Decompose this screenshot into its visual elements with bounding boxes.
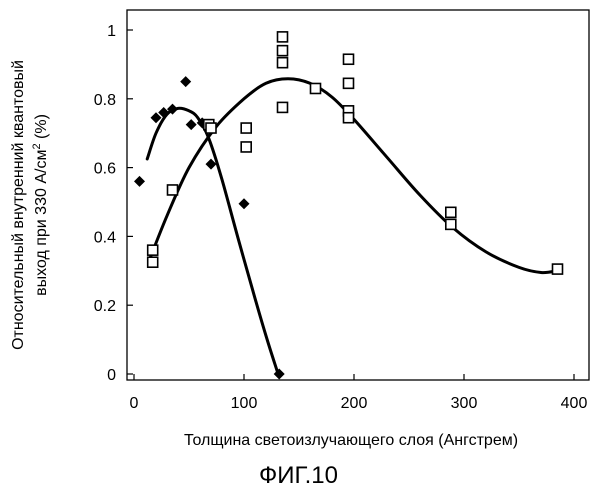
series-2-point	[278, 102, 288, 112]
series-1-point	[134, 176, 145, 187]
series-2-point	[553, 264, 563, 274]
plot-frame	[127, 10, 589, 380]
chart-points	[134, 32, 563, 380]
series-1-point	[180, 76, 191, 87]
series-2-point	[241, 123, 251, 133]
series-2-point	[241, 142, 251, 152]
y-axis-title-line2: выход при 330 А/см2 (%)	[31, 114, 50, 296]
x-tick-label: 100	[231, 395, 258, 412]
series-2-point	[168, 185, 178, 195]
figure-caption: ФИГ.10	[0, 462, 597, 490]
y-tick-label: 0.6	[94, 161, 116, 178]
series-1-curve	[147, 108, 278, 374]
series-2-point	[148, 257, 158, 267]
series-2-point	[148, 245, 158, 255]
x-tick-label: 200	[341, 395, 368, 412]
chart-labels: 0 100 200 300 400 0 0.2 0.4 0.6 0.8 1 Толщина свето…	[10, 23, 587, 449]
y-tick-label: 0.4	[94, 229, 116, 246]
x-axis-title: Толщина светоизлучающего слоя (Ангстрем)	[184, 432, 518, 449]
y-tick-label: 0.8	[94, 92, 116, 109]
x-tick-label: 300	[451, 395, 478, 412]
series-2-point	[278, 58, 288, 68]
series-2-point	[446, 219, 456, 229]
series-2-point	[446, 207, 456, 217]
series-2-point	[278, 46, 288, 56]
y-axis-title-line1: Относительный внутренний квантовый	[10, 60, 27, 350]
series-2-point	[311, 83, 321, 93]
x-tick-label: 400	[561, 395, 588, 412]
series-2-point	[206, 123, 216, 133]
y-tick-label: 1	[107, 23, 116, 40]
chart: 0 100 200 300 400 0 0.2 0.4 0.6 0.8 1 Толщина свето…	[0, 0, 597, 460]
series-2-point	[278, 32, 288, 42]
chart-axes	[127, 10, 589, 380]
series-2-point	[344, 78, 354, 88]
series-2-point	[344, 54, 354, 64]
series-1-point	[186, 119, 197, 130]
y-tick-label: 0.2	[94, 298, 116, 315]
series-1-point	[239, 198, 250, 209]
y-tick-label: 0	[107, 367, 116, 384]
x-tick-label: 0	[130, 395, 139, 412]
series-2-point	[344, 113, 354, 123]
